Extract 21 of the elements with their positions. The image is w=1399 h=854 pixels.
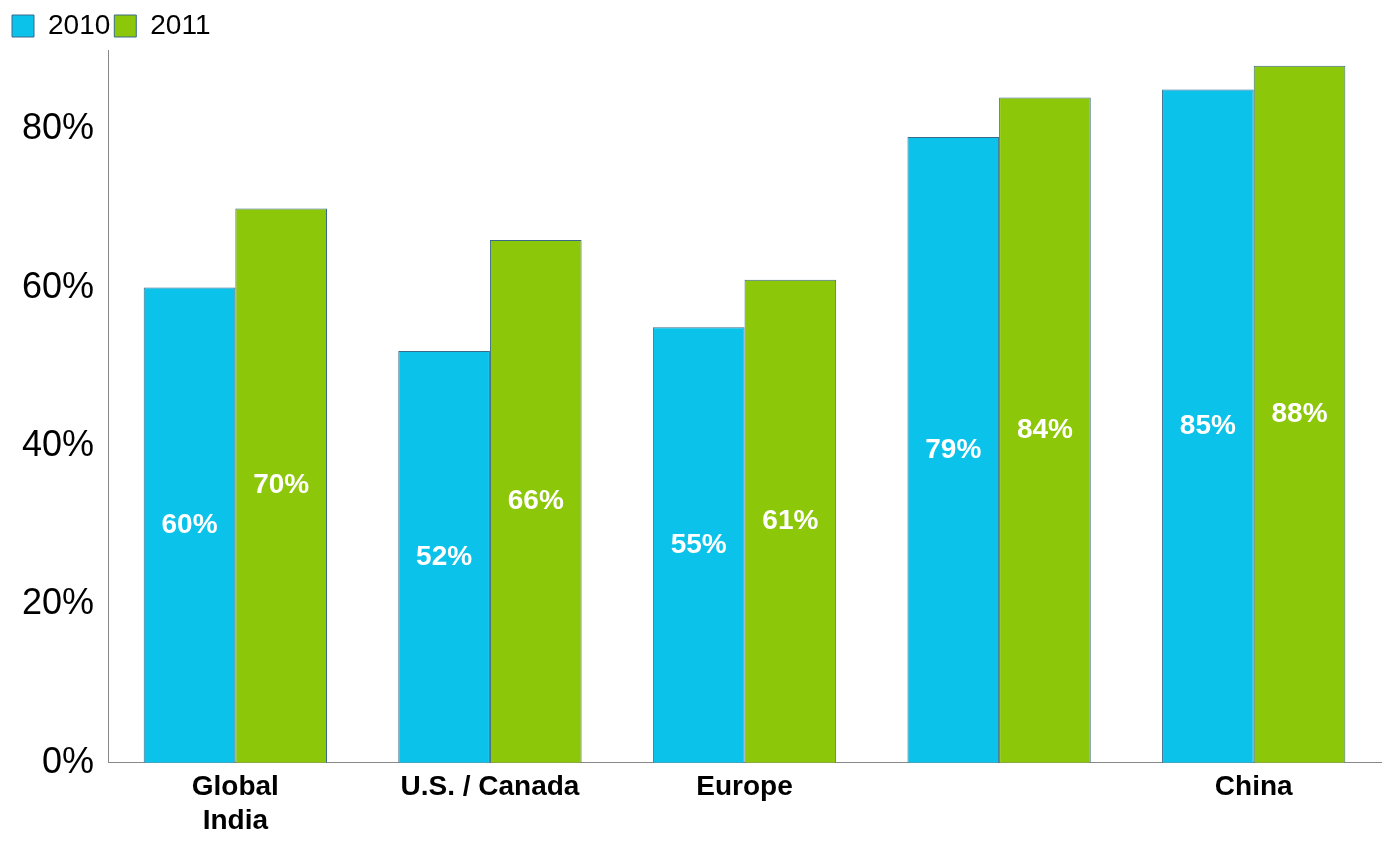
- data-label: 60%: [161, 507, 218, 539]
- data-label: 52%: [416, 539, 473, 571]
- data-label: 79%: [925, 432, 982, 464]
- x-tick-label: Europe: [696, 770, 793, 802]
- legend-label: 2010: [48, 8, 111, 40]
- data-label: 66%: [507, 484, 564, 516]
- x-tick-label: Global India: [191, 770, 279, 835]
- y-tick-label: 40%: [21, 422, 95, 464]
- data-label: 61%: [762, 503, 819, 535]
- y-tick-label: 60%: [21, 264, 95, 306]
- y-tick-label: 80%: [21, 106, 95, 148]
- data-label: 88%: [1271, 397, 1328, 429]
- data-label: 55%: [670, 527, 727, 559]
- y-tick-label: 0%: [42, 739, 95, 781]
- data-label: 85%: [1179, 408, 1236, 440]
- x-tick-label: U.S. / Canada: [400, 770, 580, 802]
- legend-label: 2011: [150, 8, 211, 40]
- x-tick-label: China: [1214, 770, 1294, 802]
- data-label: 84%: [1016, 412, 1074, 444]
- y-tick-label: 20%: [21, 581, 95, 623]
- data-label: 70%: [253, 468, 310, 500]
